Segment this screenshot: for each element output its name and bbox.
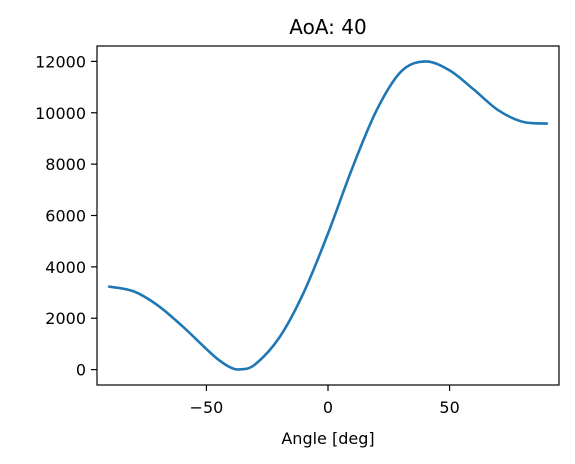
series-line bbox=[107, 60, 549, 371]
y-tick-label: 12000 bbox=[35, 52, 86, 71]
x-axis: −50 0 50 bbox=[190, 385, 460, 417]
x-tick-label: −50 bbox=[190, 398, 224, 417]
y-tick-label: 6000 bbox=[45, 207, 86, 226]
y-tick-label: 10000 bbox=[35, 104, 86, 123]
plot-frame bbox=[96, 45, 560, 386]
y-tick-label: 4000 bbox=[45, 258, 86, 277]
y-tick-label: 0 bbox=[76, 361, 86, 380]
x-tick-label: 50 bbox=[439, 398, 459, 417]
y-axis: 0 2000 4000 6000 8000 10000 12000 bbox=[35, 52, 97, 380]
x-tick-label: 0 bbox=[323, 398, 333, 417]
y-tick-label: 8000 bbox=[45, 155, 86, 174]
x-axis-label: Angle [deg] bbox=[281, 429, 374, 448]
chart-title: AoA: 40 bbox=[289, 15, 366, 39]
y-tick-label: 2000 bbox=[45, 309, 86, 328]
plot-area bbox=[107, 60, 549, 371]
